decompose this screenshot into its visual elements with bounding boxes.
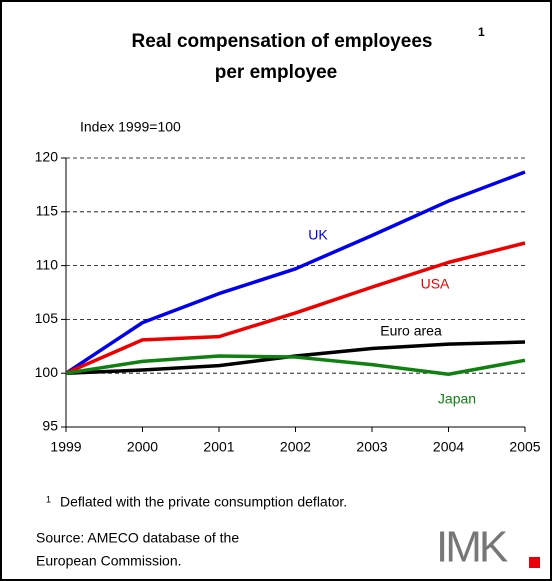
logo: IMK — [436, 523, 508, 572]
y-tick-label: 105 — [35, 310, 59, 326]
chart-title: Real compensation of employees — [132, 31, 433, 52]
series-label: Japan — [438, 391, 476, 407]
x-tick-label: 2005 — [509, 439, 540, 455]
y-tick-label: 95 — [42, 418, 58, 434]
y-tick-label: 100 — [35, 364, 59, 380]
series-label: USA — [421, 276, 450, 292]
title-footnote-mark: 1 — [478, 25, 485, 39]
footnote-mark: 1 — [46, 494, 51, 504]
y-axis-label: Index 1999=100 — [80, 119, 181, 135]
series-line — [65, 241, 526, 375]
series-label: UK — [308, 227, 328, 243]
source: European Commission. — [36, 553, 182, 569]
x-tick-label: 2002 — [280, 439, 311, 455]
logo-dot — [529, 557, 540, 568]
source: Source: AMECO database of the — [36, 530, 239, 546]
x-tick-label: 2001 — [203, 439, 234, 455]
series-line — [65, 170, 526, 375]
x-tick-label: 2004 — [433, 439, 464, 455]
series-line — [65, 354, 526, 377]
y-tick-label: 120 — [35, 149, 59, 165]
x-tick-label: 1999 — [50, 439, 81, 455]
x-tick-label: 2000 — [127, 439, 158, 455]
footnote: Deflated with the private consumption de… — [60, 494, 347, 510]
y-tick-label: 115 — [36, 203, 59, 219]
x-tick-label: 2003 — [356, 439, 387, 455]
series-label: Euro area — [380, 323, 442, 339]
chart-title: per employee — [215, 62, 338, 83]
y-tick-label: 110 — [36, 256, 59, 272]
